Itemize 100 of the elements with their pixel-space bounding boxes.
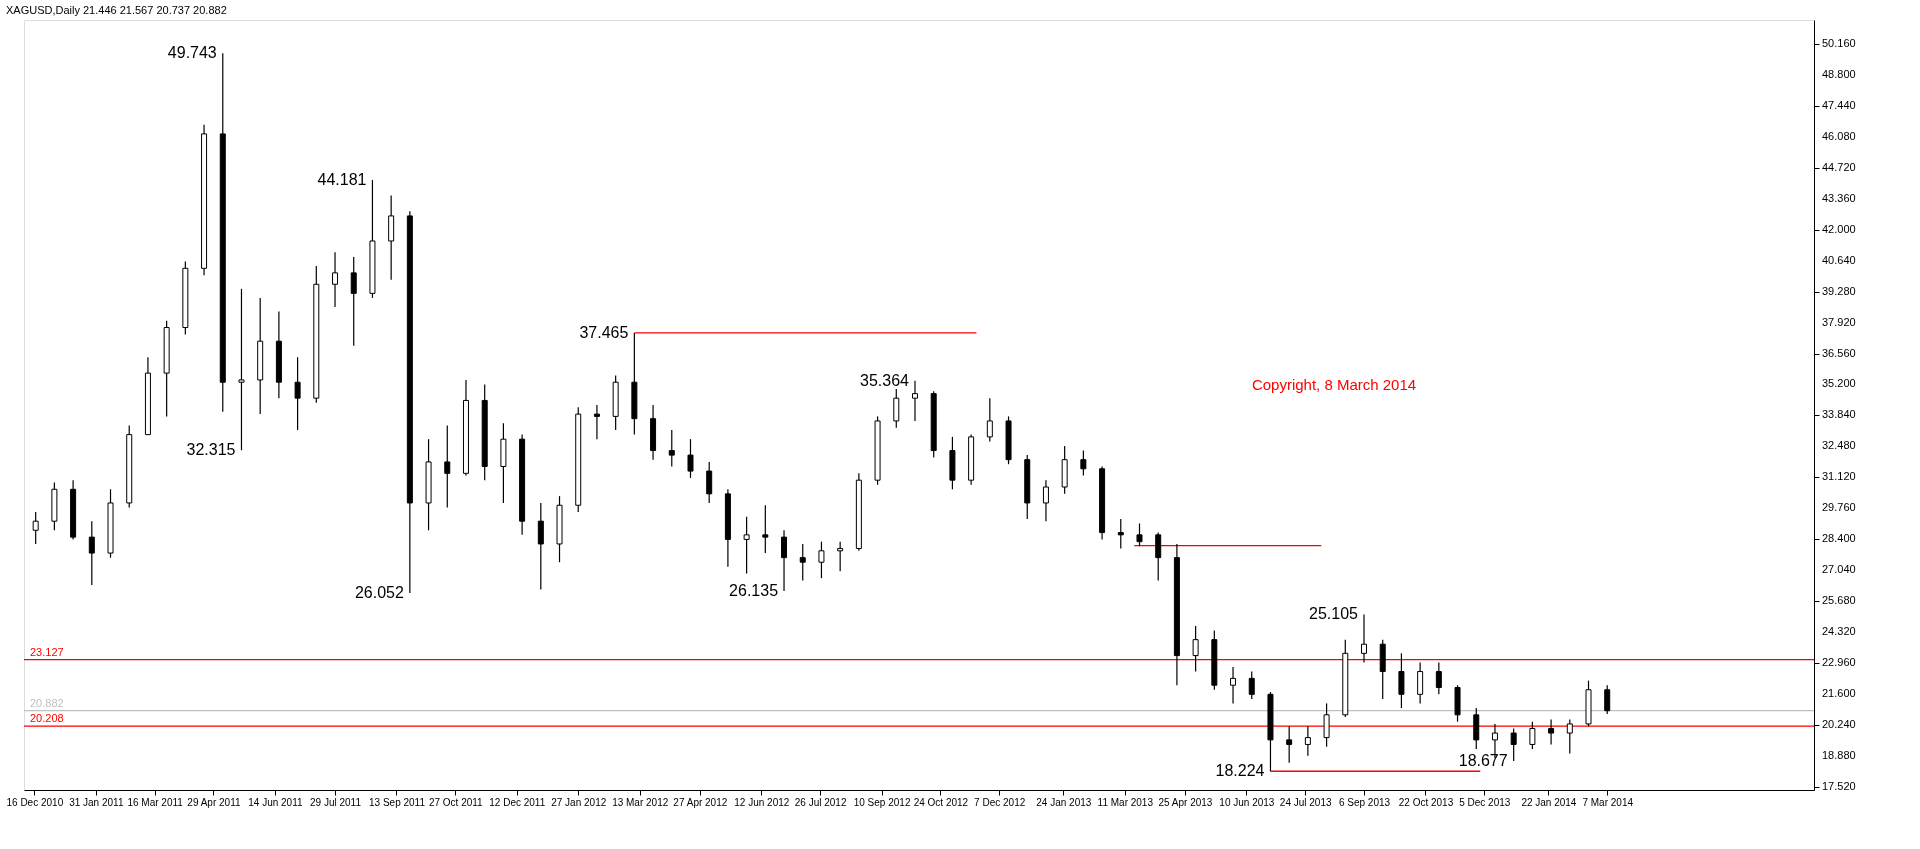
y-tick-label: 40.640 — [1822, 253, 1856, 266]
chart-title: XAGUSD,Daily 21.446 21.567 20.737 20.882 — [5, 4, 227, 16]
candlestick — [986, 397, 993, 443]
x-tick-label: 22 Jan 2014 — [1521, 796, 1577, 808]
candlestick — [1566, 718, 1573, 755]
candlestick — [911, 380, 918, 422]
x-tick-label: 27 Jan 2012 — [551, 796, 607, 808]
candlestick — [1361, 613, 1367, 664]
x-tick-label: 22 Oct 2013 — [1398, 796, 1454, 808]
x-tick-label: 24 Jul 2013 — [1279, 796, 1332, 808]
x-tick-label: 7 Mar 2014 — [1582, 796, 1634, 808]
y-tick-label: 33.840 — [1822, 408, 1856, 421]
x-tick-label: 13 Mar 2012 — [612, 796, 669, 808]
x-tick-label: 6 Sep 2013 — [1338, 796, 1391, 808]
candlestick — [332, 251, 339, 308]
candlestick — [1248, 670, 1255, 700]
y-tick-label: 35.200 — [1822, 377, 1856, 390]
candlestick — [762, 504, 769, 554]
candlestick — [1080, 449, 1087, 477]
candlestick — [1323, 702, 1330, 748]
candlestick — [1286, 725, 1293, 764]
candlestick — [1417, 661, 1424, 705]
y-tick-label: 48.800 — [1822, 67, 1856, 80]
candlestick — [1604, 684, 1611, 715]
candlestick — [593, 404, 600, 440]
x-tick-label: 24 Jan 2013 — [1036, 796, 1092, 808]
candlestick — [781, 529, 788, 592]
y-tick-label: 42.000 — [1822, 222, 1856, 235]
ref-line-label: 23.127 — [30, 645, 64, 658]
candlestick — [350, 256, 357, 347]
y-tick-label: 46.080 — [1822, 129, 1856, 142]
candlestick — [1398, 652, 1405, 709]
candlestick — [893, 388, 900, 429]
candlestick — [444, 424, 451, 509]
x-tick-label: 10 Sep 2012 — [853, 796, 911, 808]
x-tick-label: 27 Oct 2011 — [428, 796, 484, 808]
ref-line-label: 20.882 — [30, 696, 64, 709]
candlestick — [668, 429, 675, 468]
x-tick-label: 14 Jun 2011 — [248, 796, 303, 808]
candlestick — [1192, 625, 1199, 673]
x-tick-label: 11 Mar 2013 — [1097, 796, 1154, 808]
x-tick-label: 25 Apr 2013 — [1158, 796, 1213, 808]
y-tick-label: 20.240 — [1822, 718, 1856, 731]
candlestick — [1042, 479, 1049, 522]
y-tick-label: 43.360 — [1822, 191, 1856, 204]
x-tick-label: 5 Dec 2013 — [1459, 796, 1511, 808]
candlestick — [294, 356, 301, 431]
candlestick — [1529, 721, 1536, 750]
candlestick — [743, 516, 750, 575]
x-tick-label: 7 Dec 2012 — [974, 796, 1026, 808]
candlestick — [88, 520, 95, 586]
candlestick — [537, 502, 544, 591]
x-tick-label: 16 Mar 2011 — [127, 796, 184, 808]
candlestick — [1304, 725, 1311, 757]
x-tick-label: 12 Dec 2011 — [489, 796, 546, 808]
x-tick-label: 12 Jun 2012 — [734, 796, 790, 808]
annotation: 37.465 — [579, 323, 629, 341]
candlestick — [1548, 718, 1555, 746]
candlestick — [1510, 727, 1517, 762]
candlestick — [1230, 666, 1237, 705]
annotation: 26.135 — [729, 582, 779, 600]
y-tick-label: 39.280 — [1822, 284, 1856, 297]
y-tick-label: 17.520 — [1822, 780, 1856, 793]
annotation: 18.677 — [1458, 751, 1508, 769]
candlestick — [1117, 518, 1124, 550]
annotation: 32.315 — [186, 441, 236, 459]
candlestick — [799, 543, 806, 582]
y-tick-label: 47.440 — [1822, 98, 1856, 111]
annotation: 26.052 — [354, 583, 404, 601]
y-tick-label: 50.160 — [1822, 36, 1856, 49]
annotation: 44.181 — [317, 170, 367, 188]
y-tick-label: 37.920 — [1822, 315, 1856, 328]
x-tick-label: 31 Jan 2011 — [69, 796, 124, 808]
y-tick-label: 18.880 — [1822, 749, 1856, 762]
y-tick-label: 24.320 — [1822, 625, 1856, 638]
y-tick-label: 29.760 — [1822, 501, 1856, 514]
x-tick-label: 13 Sep 2011 — [369, 796, 426, 808]
candlestick — [238, 288, 245, 451]
y-tick-label: 25.680 — [1822, 594, 1856, 607]
y-tick-label: 27.040 — [1822, 563, 1856, 576]
candlestick — [32, 511, 39, 545]
x-tick-label: 10 Jun 2013 — [1219, 796, 1275, 808]
candlestick — [1136, 522, 1143, 547]
candlestick — [837, 541, 844, 572]
x-tick-label: 16 Dec 2010 — [6, 796, 64, 808]
y-tick-label: 21.600 — [1822, 687, 1856, 700]
y-tick-label: 22.960 — [1822, 656, 1856, 669]
annotation: 35.364 — [860, 371, 910, 389]
candlestick — [818, 541, 825, 579]
annotation: 18.224 — [1215, 762, 1265, 780]
y-tick-label: 36.560 — [1822, 346, 1856, 359]
annotation: 25.105 — [1309, 605, 1359, 623]
candlestick — [1435, 661, 1442, 695]
candlestick — [706, 461, 713, 504]
ref-line-label: 20.208 — [30, 712, 64, 725]
y-tick-label: 31.120 — [1822, 470, 1856, 483]
x-tick-label: 26 Jul 2012 — [794, 796, 847, 808]
y-tick-label: 44.720 — [1822, 160, 1856, 173]
x-tick-label: 29 Jul 2011 — [310, 796, 362, 808]
y-tick-label: 32.480 — [1822, 439, 1856, 452]
